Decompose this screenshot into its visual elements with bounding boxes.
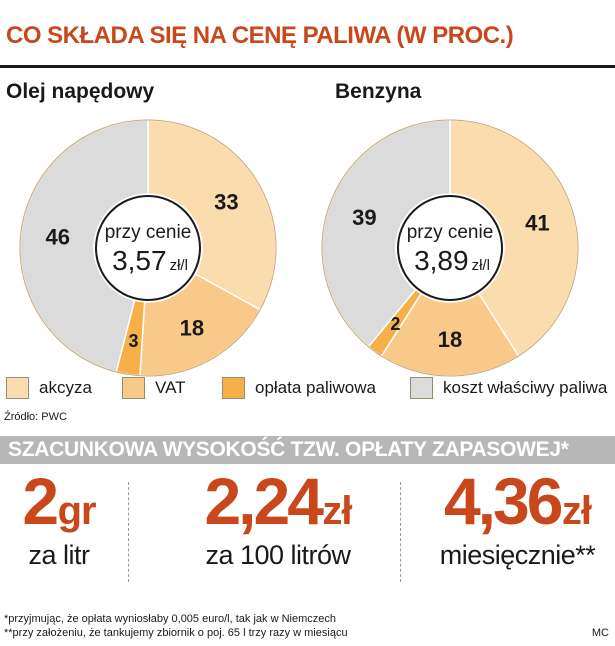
legend-item-koszt: koszt właściwy paliwa (410, 377, 607, 399)
legend-label-koszt: koszt właściwy paliwa (443, 378, 608, 397)
donut-value-label: 18 (438, 327, 462, 352)
legend-swatch-koszt (410, 377, 433, 399)
legend-label-vat: VAT (155, 378, 186, 397)
donut-outline (321, 119, 579, 377)
stat-per-100-liters: 2,24 zł za 100 litrów (168, 468, 388, 571)
stat-caption: za 100 litrów (205, 540, 351, 570)
legend-swatch-vat (122, 377, 145, 399)
divider (400, 482, 401, 582)
donut-center (95, 195, 201, 301)
page-title: CO SKŁADA SIĘ NA CENĘ PALIWA (W PROC.) (6, 22, 514, 49)
stat-caption: za litr (28, 540, 90, 570)
center-caption: przy cenie (105, 222, 192, 243)
stat-caption: miesięcznie** (439, 540, 596, 570)
section-banner: SZACUNKOWA WYSOKOŚĆ TZW. OPŁATY ZAPASOWE… (0, 436, 615, 464)
author-initials: MC (591, 627, 609, 639)
center-price: 3,57 zł/l (112, 245, 188, 276)
legend-item-akcyza: akcyza (6, 377, 92, 399)
stat-unit: zł (561, 489, 592, 533)
source-note: Źródło: PWC (4, 411, 67, 423)
stat-unit: zł (322, 489, 352, 533)
stat-per-liter: 2 gr za litr (4, 468, 114, 571)
legend: akcyza VAT opłata paliwowa koszt właściw… (0, 377, 615, 405)
legend-item-oplata: opłata paliwowa (222, 377, 376, 399)
stat-unit: gr (57, 489, 97, 533)
stat-monthly: 4,36 zł miesięcznie** (420, 468, 615, 571)
legend-swatch-oplata (222, 377, 245, 399)
donut-value-label: 18 (180, 316, 204, 341)
legend-item-vat: VAT (122, 377, 186, 399)
stat-value-wrap: 2 gr (4, 468, 114, 534)
donut-value-label: 39 (352, 205, 376, 230)
footnote-2: **przy założeniu, że tankujemy zbiornik … (4, 627, 348, 639)
donut-outline (19, 119, 277, 377)
legend-label-oplata: opłata paliwowa (255, 378, 376, 397)
donut-value-label: 41 (525, 211, 549, 236)
banner-title: SZACUNKOWA WYSOKOŚĆ TZW. OPŁATY ZAPASOWE… (8, 438, 569, 461)
donut-value-label: 3 (128, 331, 138, 351)
stat-value-wrap: 2,24 zł (168, 468, 388, 534)
stat-value: 4,36 (443, 464, 563, 538)
stat-value: 2,24 (204, 464, 323, 538)
donut-value-label: 2 (390, 314, 400, 334)
center-caption: przy cenie (407, 222, 494, 243)
donut-value-label: 33 (214, 190, 238, 215)
donut-value-label: 46 (45, 225, 69, 250)
stat-value-wrap: 4,36 zł (420, 468, 615, 534)
chart-title-benzyna: Benzyna (335, 80, 422, 103)
legend-swatch-akcyza (6, 377, 29, 399)
footnote-1: *przyjmując, że opłata wyniosłaby 0,005 … (4, 613, 336, 625)
title-rule (0, 65, 615, 68)
legend-label-akcyza: akcyza (39, 378, 92, 397)
center-price: 3,89 zł/l (414, 245, 490, 276)
stat-value: 2 (22, 464, 59, 538)
donut-center (397, 195, 503, 301)
divider (128, 482, 129, 582)
chart-title-olej: Olej napędowy (6, 80, 155, 103)
